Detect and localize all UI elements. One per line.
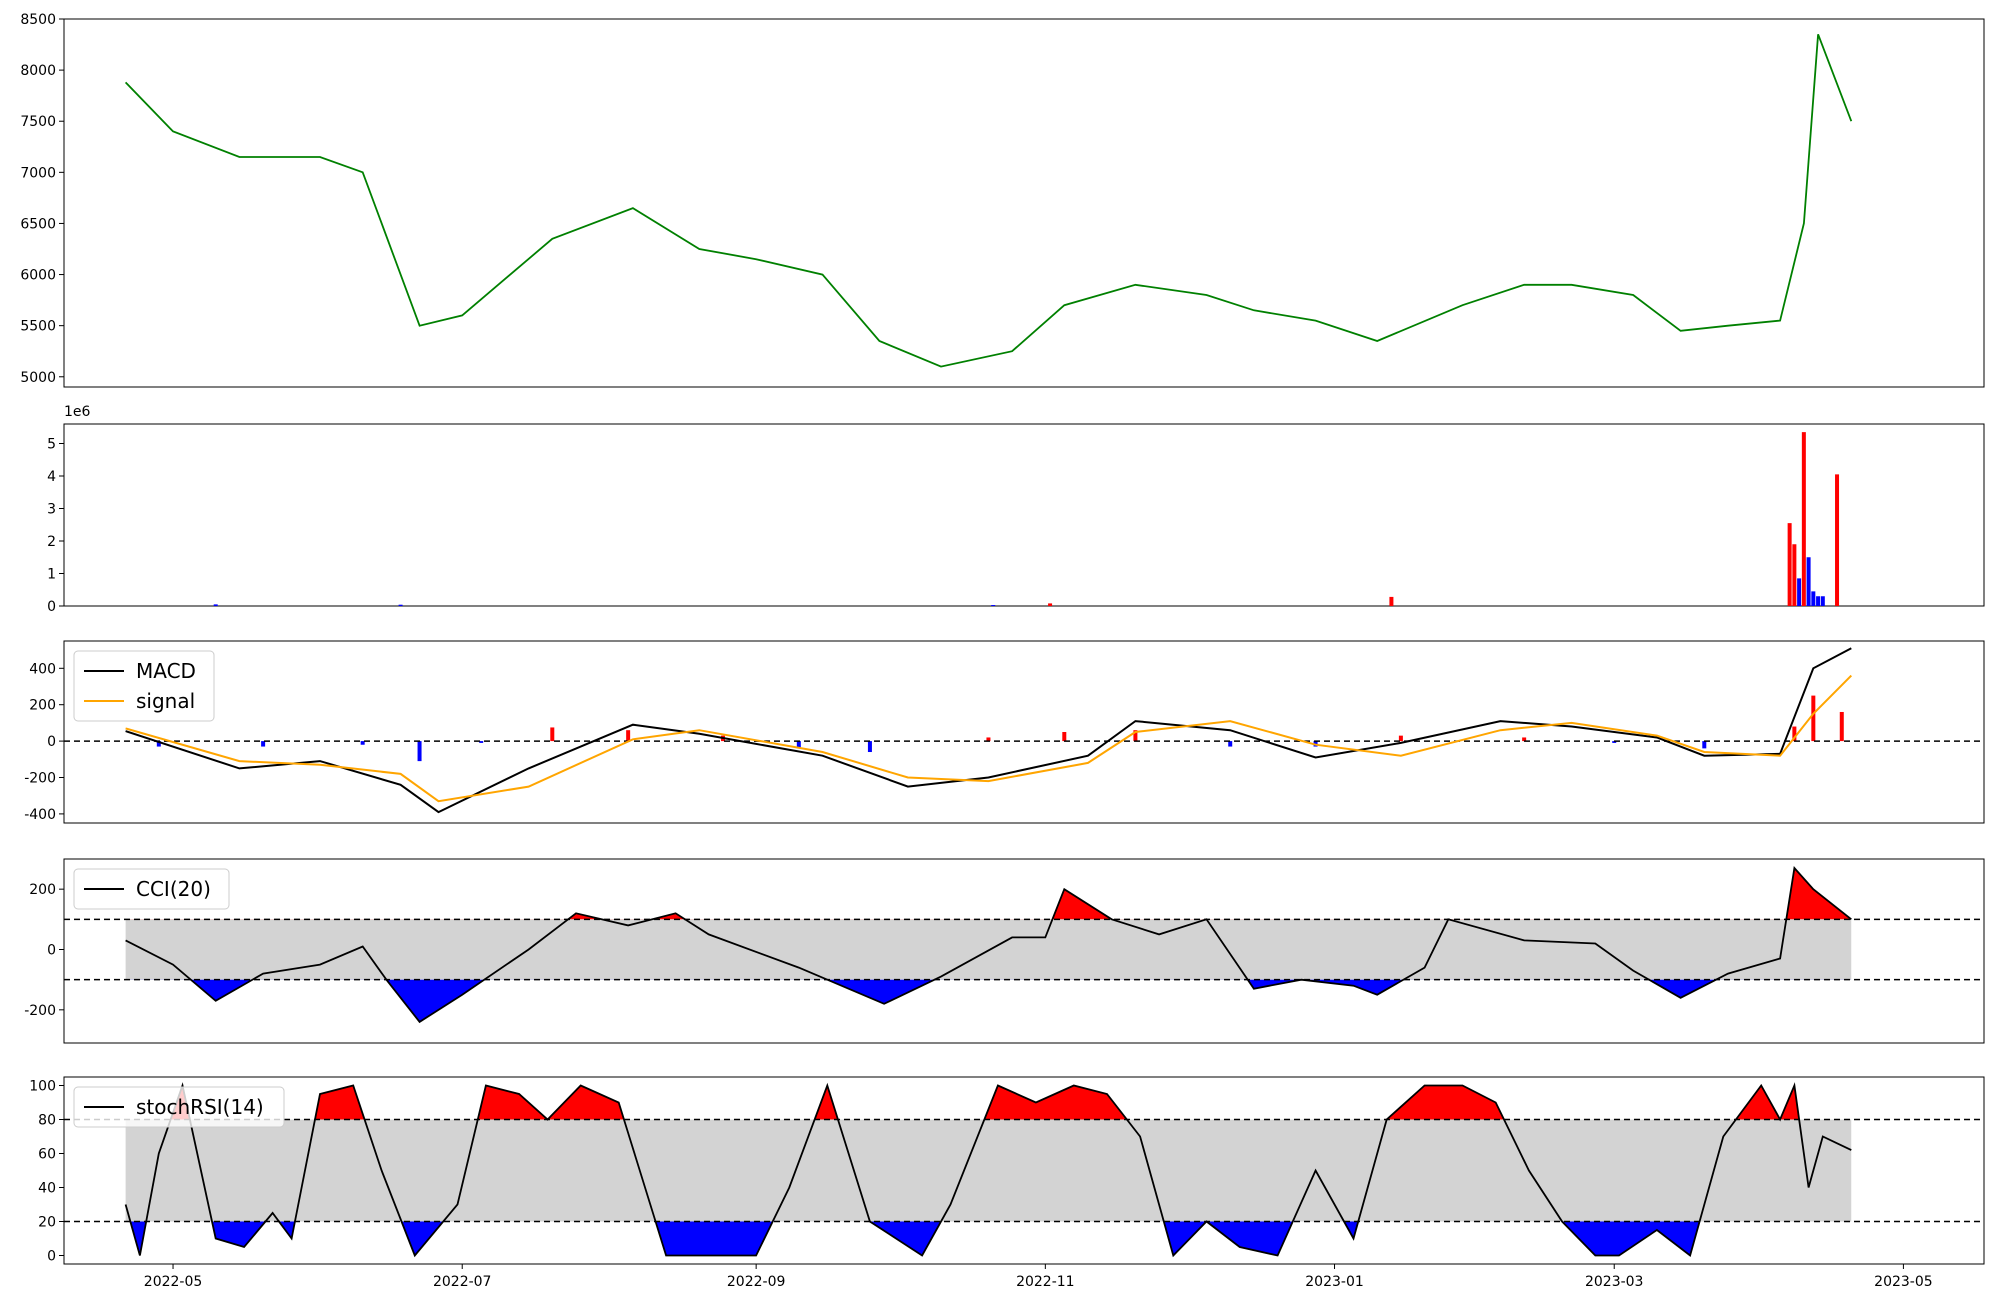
volume-multiplier-label: 1e6: [64, 404, 91, 420]
volume-bar: [1835, 474, 1840, 606]
macd-histogram-bar: [261, 741, 266, 747]
macd-histogram-bar: [360, 741, 365, 745]
y-tick-label: 200: [29, 698, 56, 714]
volume-bar: [1816, 596, 1821, 606]
y-tick-label: 5500: [20, 319, 56, 335]
legend-label: MACD: [136, 659, 196, 683]
x-tick-label: 2023-05: [1874, 1274, 1933, 1290]
volume-bar: [1389, 596, 1394, 606]
y-tick-label: -200: [24, 1003, 56, 1019]
macd-histogram-bar: [417, 741, 422, 762]
volume-bar: [1801, 432, 1806, 606]
legend-box: [73, 650, 215, 722]
stochrsi-band: [125, 1119, 1852, 1222]
macd-histogram-bar: [796, 741, 801, 749]
stochrsi-line: [124, 1082, 1852, 1258]
volume-bar: [398, 604, 403, 606]
macd-series-0: [125, 647, 1852, 814]
y-tick-label: 20: [38, 1215, 56, 1231]
macd-histogram-bar: [156, 741, 161, 747]
y-tick-label: 400: [29, 661, 56, 677]
volume-bar: [1792, 544, 1797, 606]
volume-bar: [1811, 591, 1816, 606]
macd-histogram-bar: [986, 737, 991, 742]
y-tick-label: 7000: [20, 165, 56, 181]
cci-line: [125, 865, 1852, 1024]
macd-histogram-bar: [867, 741, 872, 753]
volume-bar: [991, 605, 996, 606]
y-tick-label: 4: [47, 469, 56, 485]
volume-bar: [1806, 557, 1811, 606]
y-tick-label: 2: [47, 534, 56, 550]
legend-label: stochRSI(14): [136, 1095, 264, 1119]
y-tick-label: 0: [47, 734, 56, 750]
y-tick-label: 0: [47, 599, 56, 615]
macd-histogram-bar: [1133, 730, 1138, 742]
macd-histogram-bar: [1811, 695, 1816, 742]
macd-histogram-bar: [1228, 741, 1233, 747]
legend-box: [73, 1086, 285, 1128]
price-line: [124, 33, 1853, 368]
y-tick-label: 0: [47, 1249, 56, 1265]
x-tick-label: 2023-03: [1585, 1274, 1644, 1290]
x-tick-label: 2022-07: [433, 1274, 492, 1290]
y-tick-label: 5: [47, 437, 56, 453]
macd-histogram-bar: [1702, 741, 1707, 749]
y-tick-label: 60: [38, 1147, 56, 1163]
y-tick-label: 6000: [20, 268, 56, 284]
macd-series-1: [125, 674, 1853, 803]
x-tick-label: 2023-01: [1305, 1274, 1364, 1290]
macd-histogram-bar: [1522, 737, 1527, 742]
cci-panel-frame: [63, 858, 1985, 1044]
price-panel-frame: [63, 18, 1985, 388]
x-tick-label: 2022-05: [144, 1274, 203, 1290]
y-tick-label: 100: [29, 1079, 56, 1095]
macd-histogram-bar: [550, 727, 555, 742]
macd-histogram-bar: [1792, 726, 1797, 742]
y-tick-label: 1: [47, 567, 56, 583]
y-tick-label: 3: [47, 502, 56, 518]
macd-histogram-bar: [479, 741, 484, 743]
y-tick-label: -400: [24, 807, 56, 823]
stochrsi-oversold-fill: [125, 1221, 1852, 1256]
volume-bar: [1820, 596, 1825, 606]
volume-bar: [1787, 523, 1792, 606]
y-tick-label: 8500: [20, 12, 56, 28]
y-tick-label: 6500: [20, 216, 56, 232]
macd-histogram-bar: [1612, 741, 1617, 743]
macd-histogram-bar: [1398, 735, 1403, 742]
y-tick-label: 5000: [20, 370, 56, 386]
volume-bar: [213, 604, 218, 606]
y-tick-label: 40: [38, 1181, 56, 1197]
y-tick-label: 80: [38, 1113, 56, 1129]
volume-bar: [1048, 603, 1053, 606]
legend-label: CCI(20): [136, 877, 211, 901]
y-tick-label: 8000: [20, 63, 56, 79]
x-tick-label: 2022-11: [1016, 1274, 1075, 1290]
macd-histogram-bar: [1062, 732, 1067, 742]
volume-bar: [1797, 578, 1802, 606]
y-tick-label: 7500: [20, 114, 56, 130]
y-tick-label: 0: [47, 942, 56, 958]
stochrsi-panel-frame: [63, 1076, 1985, 1265]
volume-panel-frame: [63, 423, 1985, 607]
legend-box: [73, 868, 230, 910]
cci-oversold-fill: [125, 979, 1852, 1022]
macd-histogram-bar: [1839, 711, 1844, 742]
y-tick-label: -200: [24, 771, 56, 787]
x-tick-label: 2022-09: [727, 1274, 786, 1290]
macd-panel-frame: [63, 640, 1985, 824]
legend-label: signal: [136, 689, 195, 713]
y-tick-label: 200: [29, 882, 56, 898]
macd-histogram-bar: [626, 730, 631, 742]
